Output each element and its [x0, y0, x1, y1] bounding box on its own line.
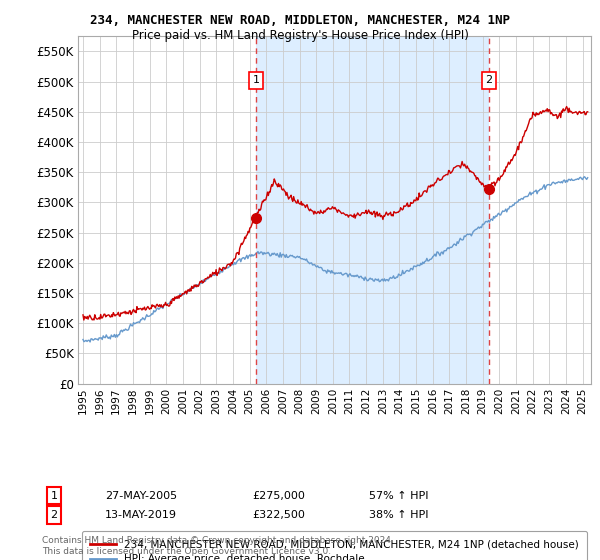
- Bar: [256, 36, 489, 384]
- Text: 13-MAY-2019: 13-MAY-2019: [105, 510, 177, 520]
- Text: Price paid vs. HM Land Registry's House Price Index (HPI): Price paid vs. HM Land Registry's House …: [131, 29, 469, 42]
- Text: 2: 2: [50, 510, 58, 520]
- Text: £275,000: £275,000: [252, 491, 305, 501]
- Text: 27-MAY-2005: 27-MAY-2005: [105, 491, 177, 501]
- Text: 1: 1: [50, 491, 58, 501]
- Text: £322,500: £322,500: [252, 510, 305, 520]
- Text: 2: 2: [485, 76, 493, 86]
- Legend: 234, MANCHESTER NEW ROAD, MIDDLETON, MANCHESTER, M24 1NP (detached house), HPI: : 234, MANCHESTER NEW ROAD, MIDDLETON, MAN…: [82, 531, 587, 560]
- Text: 38% ↑ HPI: 38% ↑ HPI: [369, 510, 428, 520]
- Text: Contains HM Land Registry data © Crown copyright and database right 2024.
This d: Contains HM Land Registry data © Crown c…: [42, 536, 394, 556]
- Text: 1: 1: [253, 76, 259, 86]
- Text: 57% ↑ HPI: 57% ↑ HPI: [369, 491, 428, 501]
- Text: 234, MANCHESTER NEW ROAD, MIDDLETON, MANCHESTER, M24 1NP: 234, MANCHESTER NEW ROAD, MIDDLETON, MAN…: [90, 14, 510, 27]
